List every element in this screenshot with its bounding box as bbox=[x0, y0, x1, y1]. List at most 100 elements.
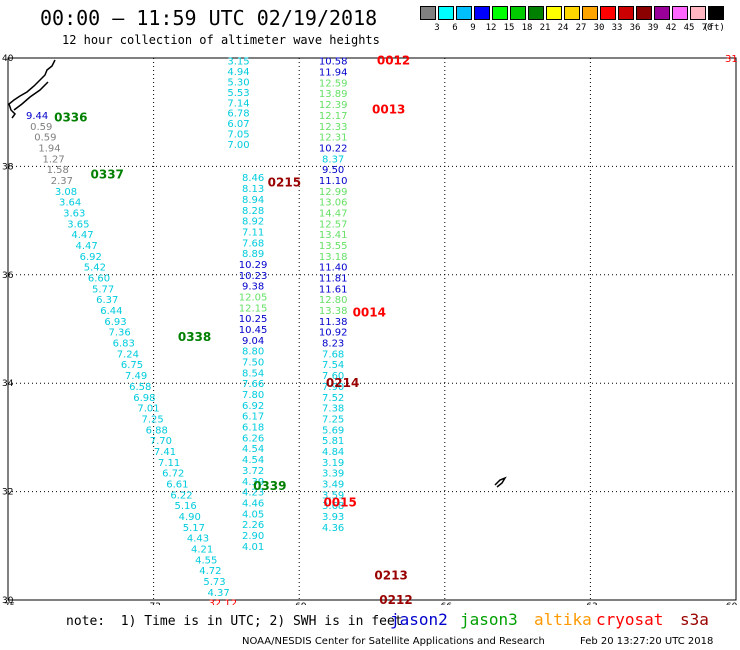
pass-label: 0213 bbox=[374, 569, 407, 583]
legend-label: 30 bbox=[593, 23, 605, 33]
swh-value: 3.64 bbox=[59, 198, 81, 209]
swh-value: 5.30 bbox=[227, 78, 249, 89]
swh-value: 4.39 bbox=[242, 477, 264, 488]
swh-value: 10.22 bbox=[319, 143, 348, 154]
swh-value: 3.65 bbox=[67, 219, 89, 230]
swh-value: 2.37 bbox=[51, 176, 73, 187]
pass-label: 0336 bbox=[54, 111, 87, 125]
swh-value: 7.52 bbox=[322, 393, 344, 404]
swh-value: 8.89 bbox=[242, 249, 264, 260]
legend-swatch bbox=[618, 6, 634, 20]
pass-label: 0214 bbox=[326, 376, 359, 390]
footer: note: 1) Time is in UTC; 2) SWH is in fe… bbox=[0, 605, 740, 650]
swh-value: 11.81 bbox=[319, 274, 348, 285]
swh-value: 11.61 bbox=[319, 284, 348, 295]
legend-label: 12 bbox=[485, 23, 497, 33]
swh-value: 11.10 bbox=[319, 176, 348, 187]
swh-value: 3.15 bbox=[227, 57, 249, 68]
legend-swatch bbox=[564, 6, 580, 20]
swh-value: 7.00 bbox=[227, 140, 249, 151]
lon-tick-label: -63 bbox=[583, 602, 598, 605]
pass-label: 0212 bbox=[379, 593, 412, 605]
swh-value: 7.66 bbox=[242, 379, 264, 390]
swh-value: 7.70 bbox=[150, 436, 172, 447]
swh-value: 6.75 bbox=[121, 360, 143, 371]
swh-value: 5.81 bbox=[322, 436, 344, 447]
swh-value: 13.06 bbox=[319, 198, 348, 209]
swh-value: 8.13 bbox=[242, 184, 264, 195]
map-frame bbox=[7, 57, 737, 601]
legend-swatch bbox=[654, 6, 670, 20]
swh-value: 7.41 bbox=[154, 447, 176, 458]
swh-value: 7.05 bbox=[227, 130, 249, 141]
pass-label: 0014 bbox=[353, 306, 386, 320]
swh-value: 3.93 bbox=[322, 512, 344, 523]
swh-value: 3.49 bbox=[322, 479, 344, 490]
swh-value: 6.92 bbox=[80, 252, 102, 263]
swh-value: 7.11 bbox=[158, 458, 180, 469]
swh-value: 6.58 bbox=[129, 382, 151, 393]
swh-value: 6.26 bbox=[242, 433, 264, 444]
coastline-icon bbox=[8, 59, 56, 119]
swh-value: 4.55 bbox=[195, 555, 217, 566]
swh-value: 2.26 bbox=[242, 520, 264, 531]
timestamp: Feb 20 13:27:20 UTC 2018 bbox=[580, 636, 714, 647]
legend-label: 21 bbox=[539, 23, 551, 33]
swh-value: 0.59 bbox=[30, 122, 52, 133]
swh-value: 7.68 bbox=[242, 238, 264, 249]
legend-label: 9 bbox=[470, 23, 476, 33]
swh-value: 7.25 bbox=[141, 414, 163, 425]
legend-swatch bbox=[582, 6, 598, 20]
swh-value: 13.41 bbox=[319, 230, 348, 241]
swh-value: 8.94 bbox=[242, 195, 264, 206]
swh-value: 12.15 bbox=[239, 303, 268, 314]
swh-value: 8.37 bbox=[322, 154, 344, 165]
swh-value: 11.94 bbox=[319, 68, 348, 79]
legend-swatch bbox=[510, 6, 526, 20]
swh-value: 5.73 bbox=[203, 577, 225, 588]
swh-value: 8.54 bbox=[242, 368, 264, 379]
swh-value: 7.14 bbox=[227, 98, 249, 109]
swh-value: 7.36 bbox=[108, 328, 130, 339]
swh-value: 13.38 bbox=[319, 306, 348, 317]
swh-value: 7.68 bbox=[322, 349, 344, 360]
swh-value: 7.11 bbox=[242, 227, 264, 238]
swh-value: 9.38 bbox=[242, 282, 264, 293]
swh-value: 4.84 bbox=[322, 447, 344, 458]
lon-tick-label: -75 bbox=[1, 602, 16, 605]
swh-value: 4.36 bbox=[322, 523, 344, 534]
swh-value: 11.40 bbox=[319, 263, 348, 274]
swh-value: 12.31 bbox=[319, 133, 348, 144]
swh-value: 4.23 bbox=[242, 488, 264, 499]
swh-value: 3.68 bbox=[322, 501, 344, 512]
swh-value: 0.59 bbox=[34, 133, 56, 144]
legend-label: 33 bbox=[611, 23, 623, 33]
legend-label: 36 bbox=[629, 23, 641, 33]
swh-value: 6.61 bbox=[166, 479, 188, 490]
swh-value: 8.28 bbox=[242, 206, 264, 217]
legend-swatch bbox=[474, 6, 490, 20]
legend-label: 27 bbox=[575, 23, 587, 33]
swh-value: 9.50 bbox=[322, 165, 344, 176]
credit-line: NOAA/NESDIS Center for Satellite Applica… bbox=[242, 636, 545, 647]
pass-label: 0015 bbox=[323, 495, 356, 509]
footnote: note: 1) Time is in UTC; 2) SWH is in fe… bbox=[66, 614, 403, 629]
swh-value: 7.90 bbox=[322, 382, 344, 393]
swh-value: 5.69 bbox=[322, 425, 344, 436]
lat-tick-label: 32 bbox=[2, 488, 13, 498]
swh-value: 6.18 bbox=[242, 423, 264, 434]
swh-value: 4.21 bbox=[191, 545, 213, 556]
swh-value: 8.23 bbox=[322, 339, 344, 350]
swh-value: 12.80 bbox=[319, 295, 348, 306]
map-subtitle: 12 hour collection of altimeter wave hei… bbox=[62, 33, 380, 47]
pass-label: 0215 bbox=[268, 176, 301, 190]
satellite-cryosat: cryosat bbox=[596, 610, 664, 629]
lat-tick-label: 30 bbox=[2, 596, 14, 605]
swh-value: 1.94 bbox=[38, 143, 60, 154]
swh-value: 3.19 bbox=[322, 458, 344, 469]
swh-value: 6.78 bbox=[227, 109, 249, 120]
swh-value: 6.88 bbox=[146, 425, 168, 436]
swh-value: 8.80 bbox=[242, 347, 264, 358]
edge-label: 31 bbox=[725, 54, 738, 65]
swh-value: 6.98 bbox=[133, 393, 155, 404]
